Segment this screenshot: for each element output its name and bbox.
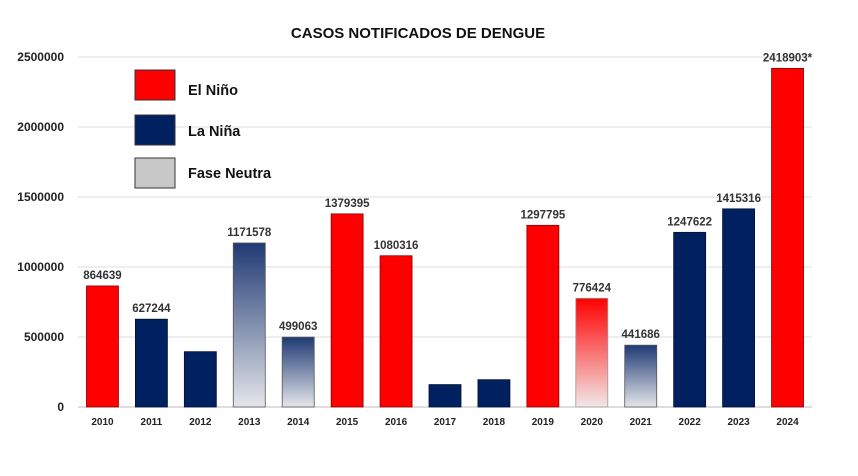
x-tick-label: 2013 [238, 417, 261, 428]
bar-2020 [575, 297, 609, 408]
bar-2010 [86, 285, 119, 408]
data-label-2024: 2418903* [763, 52, 813, 64]
legend-swatch-la-nina [134, 114, 176, 146]
data-label-2020: 776424 [573, 282, 612, 294]
legend-label-la-nina: La Niña [188, 124, 241, 140]
x-tick-label: 2024 [776, 417, 799, 428]
y-tick-label: 2000000 [17, 120, 64, 134]
bar-2016 [379, 255, 413, 408]
y-tick-label: 2500000 [17, 50, 64, 64]
legend-swatch-fase-neutra [134, 157, 176, 189]
x-tick-label: 2023 [727, 417, 750, 428]
x-tick-label: 2015 [336, 417, 359, 428]
data-label-2022: 1247622 [667, 216, 712, 228]
y-axis-ticks: 0 500000 1000000 1500000 2000000 2500000 [17, 50, 64, 414]
bar-2011 [134, 318, 168, 408]
bar-2015 [330, 213, 364, 408]
data-label-2010: 864639 [83, 270, 121, 282]
bars [86, 67, 804, 408]
y-tick-label: 1500000 [17, 190, 64, 204]
x-tick-label: 2011 [141, 417, 163, 428]
bar-2014 [281, 336, 315, 408]
bar-2018 [477, 379, 511, 408]
data-labels: 864639 627244 1171578 499063 1379395 1080316 1… [83, 52, 812, 341]
bar-2019 [526, 224, 560, 408]
x-tick-label: 2019 [532, 417, 555, 428]
legend: El Niño La Niña Fase Neutra [134, 69, 272, 189]
x-tick-label: 2012 [189, 417, 212, 428]
legend-label-el-nino: El Niño [188, 83, 238, 99]
bar-2017 [428, 384, 462, 408]
y-tick-label: 500000 [24, 330, 64, 344]
data-label-2013: 1171578 [227, 227, 272, 239]
bar-2021 [624, 344, 658, 408]
x-tick-label: 2010 [91, 417, 114, 428]
chart-title: CASOS NOTIFICADOS DE DENGUE [291, 25, 545, 42]
data-label-2021: 441686 [622, 329, 660, 341]
y-tick-label: 0 [57, 400, 64, 414]
x-tick-label: 2020 [581, 417, 604, 428]
bar-2023 [722, 208, 755, 408]
data-label-2023: 1415316 [716, 193, 761, 205]
x-tick-label: 2022 [679, 417, 702, 428]
bar-2013 [232, 242, 266, 408]
y-tick-label: 1000000 [17, 260, 64, 274]
x-tick-label: 2014 [287, 417, 310, 428]
legend-label-fase-neutra: Fase Neutra [188, 166, 272, 182]
bar-2012 [183, 351, 217, 408]
x-tick-label: 2018 [483, 417, 506, 428]
legend-swatch-el-nino [134, 69, 176, 101]
data-label-2016: 1080316 [374, 240, 419, 252]
x-tick-label: 2016 [385, 417, 408, 428]
data-label-2011: 627244 [132, 303, 171, 315]
data-label-2015: 1379395 [325, 198, 370, 210]
bar-2022 [673, 231, 707, 408]
x-tick-label: 2017 [434, 417, 457, 428]
data-label-2019: 1297795 [520, 209, 565, 221]
data-label-2014: 499063 [279, 321, 317, 333]
bar-2024 [771, 67, 804, 408]
x-tick-label: 2021 [630, 417, 653, 428]
x-axis-ticks: 2010 2011 2012 2013 2014 2015 2016 2017 2018 2019… [91, 417, 799, 428]
